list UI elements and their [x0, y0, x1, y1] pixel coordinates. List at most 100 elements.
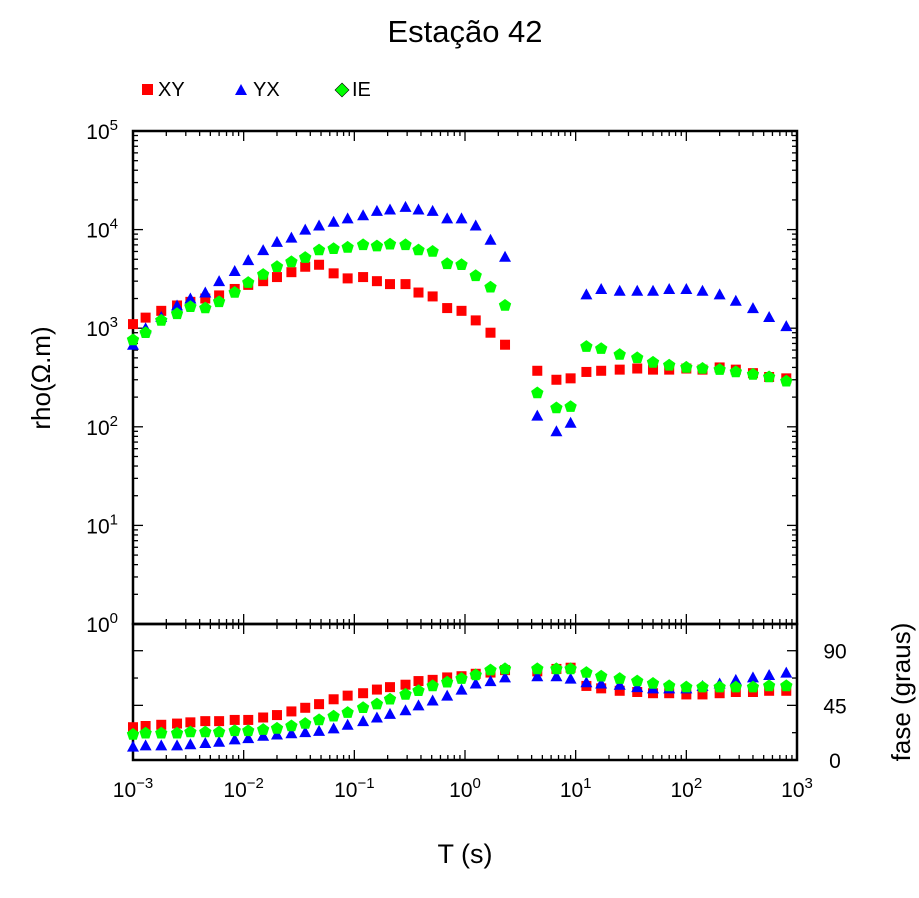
phase-marker-ie [498, 662, 512, 675]
rho-marker-ie [170, 307, 184, 320]
phase-marker-yx [242, 732, 255, 744]
rho-marker-yx [763, 310, 776, 322]
phase-marker-ie [242, 724, 255, 737]
rho-marker-ie [484, 280, 497, 293]
phase-marker-yx [270, 728, 283, 740]
phase-marker-yx [631, 681, 644, 693]
legend: XY YX IE [142, 79, 371, 101]
rho-ylabel: rho(Ω.m) [26, 326, 56, 429]
phase-marker-xy [371, 684, 382, 695]
phase-marker-yx [550, 670, 563, 682]
phase-marker-yx [383, 707, 396, 719]
rho-marker-xy [384, 279, 395, 290]
phase-ylabel: fase (graus) [886, 623, 916, 762]
rho-marker-ie [126, 333, 140, 346]
phase-marker-ie [713, 680, 726, 693]
rho-marker-ie [580, 340, 593, 352]
phase-marker-yx [184, 738, 197, 750]
rho-marker-xy [565, 373, 576, 384]
rho-marker-yx [313, 219, 326, 231]
rho-marker-ie [285, 255, 298, 268]
phase-marker-yx [564, 672, 577, 684]
phase-marker-xy [271, 710, 282, 721]
rho-marker-xy [551, 374, 562, 385]
rho-marker-xy [470, 315, 481, 326]
rho-marker-yx [327, 215, 340, 227]
rho-marker-yx [199, 286, 212, 298]
rho-marker-ie [631, 351, 644, 364]
phase-marker-ie [312, 713, 326, 726]
phase-marker-ie [613, 672, 626, 684]
x-tick-label: 103 [781, 775, 813, 802]
rho-marker-yx [631, 284, 644, 296]
rho-marker-yx [228, 265, 241, 277]
phase-marker-ie [199, 725, 212, 738]
rho-marker-xy [400, 279, 411, 290]
phase-marker-xy [140, 721, 151, 731]
rho-marker-xy [442, 303, 453, 314]
x-tick-label: 10−3 [113, 775, 153, 802]
phase-marker-ie [383, 692, 397, 705]
phase-marker-yx [441, 689, 454, 701]
rho-marker-xy [581, 366, 592, 377]
rho-marker-ie [312, 243, 326, 256]
phase-marker-yx [285, 727, 298, 739]
rho-marker-ie [383, 237, 397, 250]
phase-marker-yx [139, 739, 152, 751]
rho-marker-ie [199, 301, 212, 314]
phase-marker-ie [299, 717, 312, 729]
rho-marker-yx [663, 282, 676, 294]
legend-marker-yx [235, 84, 247, 95]
rho-marker-ie [469, 269, 482, 282]
phase-marker-xy [200, 716, 211, 727]
phase-marker-ie [426, 679, 439, 692]
rho-marker-yx [184, 292, 197, 304]
chart-title: Estação 42 [387, 14, 542, 49]
rho-marker-ie [680, 360, 693, 373]
rho-marker-ie [746, 367, 760, 380]
rho-marker-yx [213, 275, 226, 287]
phase-marker-ie [531, 662, 544, 675]
phase-marker-ie [170, 726, 184, 739]
phase-marker-yx [127, 740, 139, 752]
phase-marker-xy [358, 688, 369, 699]
phase-marker-xy [413, 676, 424, 687]
rho-marker-ie [780, 374, 793, 387]
phase-marker-yx [729, 673, 742, 685]
phase-marker-xy [185, 717, 196, 728]
rho-marker-yx [412, 203, 425, 215]
rho-marker-xy [128, 319, 138, 330]
x-tick-label: 10−2 [223, 775, 263, 802]
rho-marker-yx [647, 284, 660, 296]
phase-marker-yx [613, 678, 626, 690]
rho-marker-ie [412, 243, 425, 256]
rho-marker-yx [370, 204, 383, 216]
phase-marker-ie [399, 687, 412, 700]
phase-marker-yx [370, 711, 383, 723]
rho-marker-ie [212, 295, 226, 308]
legend-label-xy: XY [158, 79, 185, 101]
rho-marker-xy [500, 339, 511, 350]
phase-marker-ie [595, 669, 608, 682]
rho-marker-ie [696, 362, 709, 374]
rho-y-tick-label: 103 [86, 314, 118, 341]
phase-marker-xy [300, 702, 311, 713]
phase-marker-xy [384, 682, 395, 693]
phase-marker-ie [469, 668, 482, 681]
phase-marker-ie [746, 680, 760, 693]
rho-marker-ie [550, 401, 563, 414]
phase-marker-ie [126, 728, 140, 740]
phase-marker-ie [680, 680, 693, 693]
legend-marker-xy [142, 84, 153, 95]
rho-marker-yx [780, 320, 793, 332]
phase-marker-ie [646, 677, 660, 689]
phase-marker-yx [399, 704, 412, 716]
rho-marker-yx [242, 254, 255, 266]
rho-marker-ie [370, 239, 384, 252]
rho-marker-yx [383, 203, 396, 215]
rho-marker-yx [455, 212, 468, 224]
rho-marker-yx [680, 282, 693, 294]
phase-marker-xy [314, 699, 325, 710]
rho-marker-yx [441, 212, 454, 224]
rho-marker-xy [342, 273, 353, 284]
